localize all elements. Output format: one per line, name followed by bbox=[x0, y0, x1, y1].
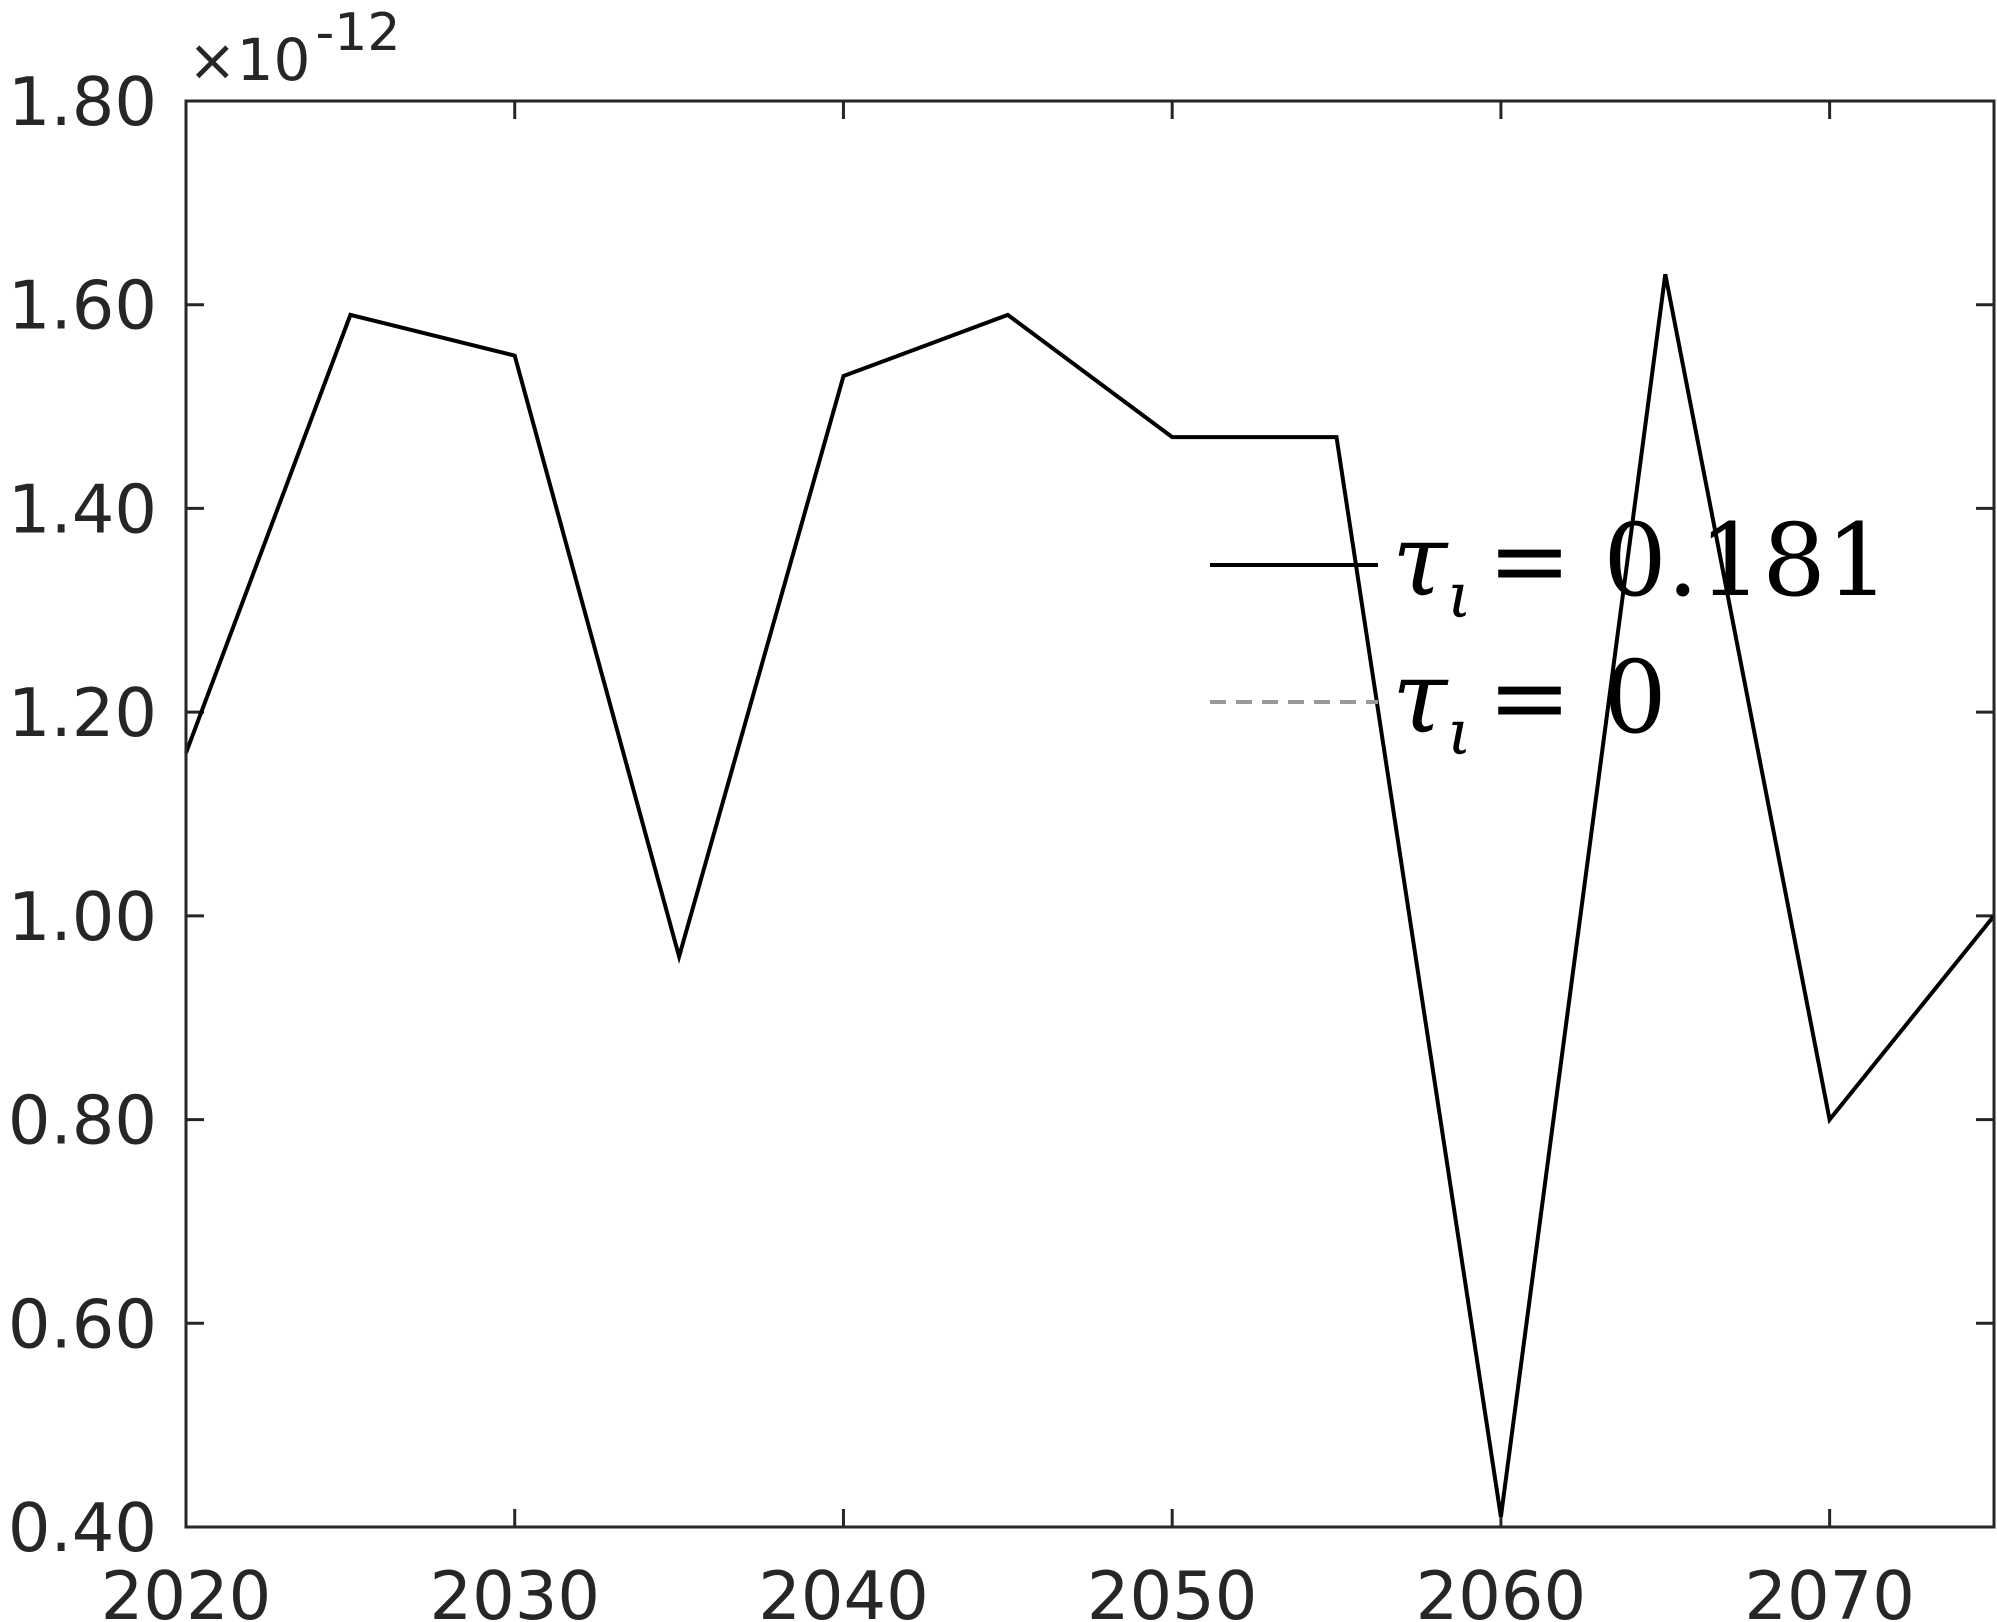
y-tick-label: 0.80 bbox=[8, 1082, 157, 1160]
legend-subscript: ι bbox=[1447, 559, 1471, 632]
y-tick-label: 1.20 bbox=[8, 674, 157, 752]
x-tick-labels: 2020 2030 2040 2050 2060 2070 bbox=[101, 1557, 1915, 1622]
y-tick-labels: 0.40 0.60 0.80 1.00 1.20 1.40 1.60 1.80 bbox=[8, 63, 157, 1567]
legend-symbol: τ bbox=[1392, 639, 1449, 756]
x-tick-label: 2030 bbox=[429, 1557, 600, 1622]
y-tick-label: 1.60 bbox=[8, 267, 157, 345]
axes-frame bbox=[184, 99, 1996, 1529]
legend-label-1: τι = 0 bbox=[1392, 639, 1667, 769]
x-tick-label: 2020 bbox=[101, 1557, 272, 1622]
series-line-0 bbox=[184, 273, 1996, 1518]
y-exponent-power: -12 bbox=[316, 3, 401, 63]
y-tick-label: 1.40 bbox=[8, 470, 157, 548]
x-tick-label: 2040 bbox=[758, 1557, 929, 1622]
legend-symbol: τ bbox=[1392, 502, 1449, 619]
legend-label-0: τι = 0.181 bbox=[1392, 502, 1890, 632]
y-tick-label: 0.40 bbox=[8, 1489, 157, 1567]
y-exponent-label: ×10 -12 bbox=[188, 3, 400, 94]
y-tick-label: 1.00 bbox=[8, 878, 157, 956]
x-tick-label: 2050 bbox=[1087, 1557, 1258, 1622]
legend-value: = 0 bbox=[1488, 639, 1667, 756]
legend-subscript: ι bbox=[1447, 696, 1471, 769]
x-tick-label: 2060 bbox=[1416, 1557, 1587, 1622]
legend-value: = 0.181 bbox=[1488, 502, 1890, 619]
y-exponent-base: ×10 bbox=[188, 26, 310, 94]
y-tick-label: 1.80 bbox=[8, 63, 157, 141]
y-tick-label: 0.60 bbox=[8, 1285, 157, 1363]
x-tick-label: 2070 bbox=[1744, 1557, 1915, 1622]
